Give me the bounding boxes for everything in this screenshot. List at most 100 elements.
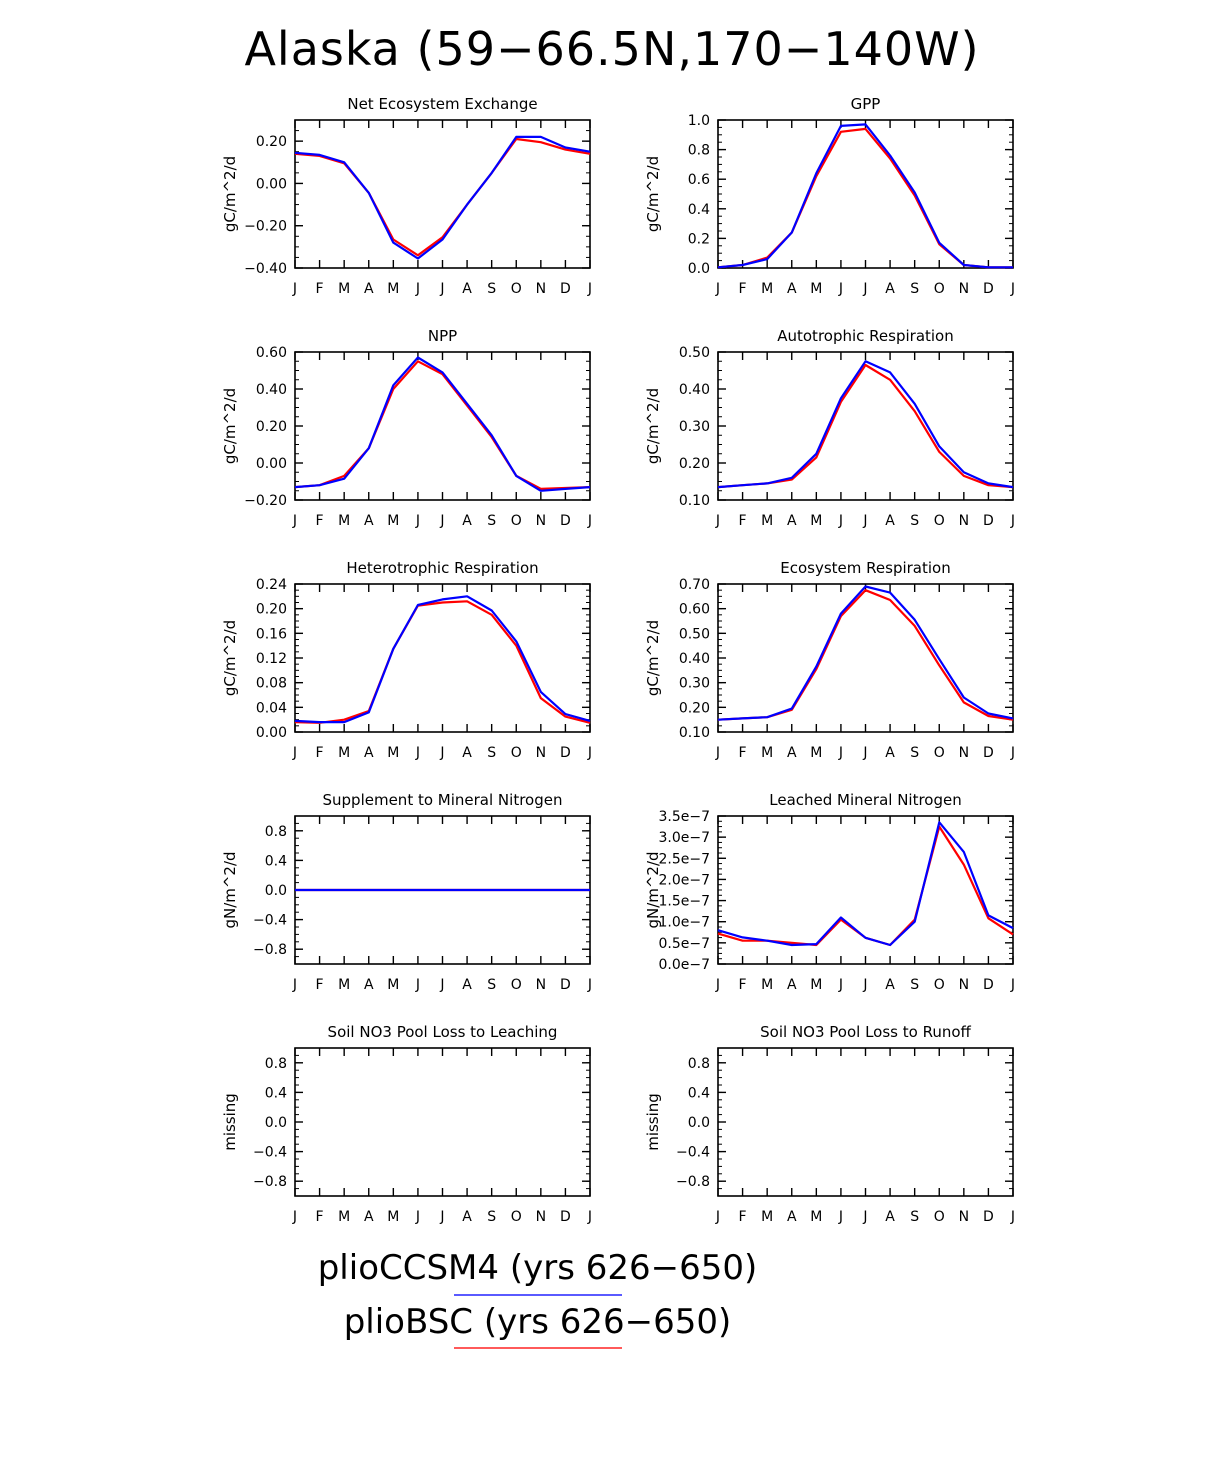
y-tick-label: −0.8	[253, 942, 287, 958]
x-tick-label: N	[536, 745, 546, 761]
x-tick-label: J	[587, 513, 592, 529]
x-tick-label: J	[587, 1209, 592, 1225]
y-tick-label: 0.50	[679, 345, 710, 361]
x-tick-label: A	[885, 281, 895, 297]
x-tick-label: M	[761, 1209, 773, 1225]
y-tick-label: 2.0e−7	[658, 872, 710, 888]
panel-title: Leached Mineral Nitrogen	[769, 791, 961, 809]
y-axis-label: gC/m^2/d	[221, 388, 239, 464]
x-tick-label: O	[934, 977, 945, 993]
y-tick-label: 0.08	[256, 676, 287, 692]
y-tick-label: 0.24	[256, 577, 287, 593]
y-tick-label: 0.12	[256, 651, 287, 667]
x-tick-label: O	[511, 1209, 522, 1225]
x-tick-label: O	[511, 281, 522, 297]
y-tick-label: 0.0	[265, 1115, 287, 1131]
y-axis-label: gN/m^2/d	[221, 851, 239, 928]
x-tick-label: A	[364, 745, 374, 761]
x-tick-label: J	[862, 1209, 867, 1225]
x-tick-label: O	[934, 745, 945, 761]
x-tick-label: J	[439, 1209, 444, 1225]
y-tick-label: 0.16	[256, 626, 287, 642]
y-axis-label: missing	[221, 1093, 239, 1151]
y-tick-label: 0.00	[256, 725, 287, 741]
x-tick-label: M	[761, 513, 773, 529]
x-tick-label: S	[487, 513, 496, 529]
series-line-plioccsm4	[294, 356, 591, 492]
x-tick-label: N	[536, 281, 546, 297]
y-tick-label: −0.8	[253, 1174, 287, 1190]
x-tick-label: J	[715, 1209, 720, 1225]
x-tick-label: N	[959, 1209, 969, 1225]
y-tick-label: 0.4	[265, 853, 287, 869]
series-line-pliobsc	[717, 363, 1014, 489]
panel-title: Soil NO3 Pool Loss to Runoff	[760, 1023, 971, 1041]
x-tick-label: J	[292, 977, 297, 993]
plot-frame	[294, 119, 591, 269]
y-tick-label: 0.5e−7	[658, 936, 710, 952]
x-tick-label: D	[560, 1209, 571, 1225]
x-tick-label: F	[316, 977, 324, 993]
x-tick-label: J	[415, 745, 420, 761]
legend-entry-pliobsc: plioBSC (yrs 626−650)	[0, 1302, 1075, 1342]
x-tick-label: J	[415, 513, 420, 529]
x-tick-label: J	[838, 513, 843, 529]
x-tick-label: M	[387, 513, 399, 529]
legend-entry-pliocccsm4: plioCCSM4 (yrs 626−650)	[0, 1248, 1075, 1288]
x-tick-label: N	[536, 513, 546, 529]
x-tick-label: J	[587, 281, 592, 297]
figure-title: Alaska (59−66.5N,170−140W)	[244, 22, 980, 76]
x-tick-label: D	[560, 513, 571, 529]
x-tick-label: J	[415, 977, 420, 993]
x-tick-label: M	[338, 745, 350, 761]
y-tick-label: 0.8	[265, 824, 287, 840]
y-tick-label: 0.4	[265, 1085, 287, 1101]
x-tick-label: S	[910, 977, 919, 993]
x-tick-label: A	[462, 977, 472, 993]
y-tick-label: 0.40	[679, 382, 710, 398]
panel-title: Soil NO3 Pool Loss to Leaching	[328, 1023, 558, 1041]
x-tick-label: A	[787, 1209, 797, 1225]
plot-frame	[717, 583, 1014, 733]
x-tick-label: J	[1010, 745, 1015, 761]
panel-title: Autotrophic Respiration	[777, 327, 954, 345]
panel-title: NPP	[428, 327, 457, 345]
legend-label-pliocccsm4: plioCCSM4 (yrs 626−650)	[317, 1248, 758, 1288]
series-line-plioccsm4	[294, 135, 591, 260]
x-tick-label: A	[787, 281, 797, 297]
x-tick-label: A	[787, 977, 797, 993]
x-tick-label: O	[511, 977, 522, 993]
y-tick-label: 0.0	[688, 1115, 710, 1131]
x-tick-label: A	[462, 1209, 472, 1225]
y-tick-label: 0.40	[256, 382, 287, 398]
x-tick-label: A	[364, 1209, 374, 1225]
y-tick-label: 0.4	[688, 1085, 710, 1101]
x-tick-label: A	[787, 513, 797, 529]
y-tick-label: 0.0	[688, 261, 710, 277]
x-tick-label: F	[316, 745, 324, 761]
y-tick-label: 0.50	[679, 626, 710, 642]
x-tick-label: J	[715, 977, 720, 993]
x-tick-label: F	[739, 1209, 747, 1225]
plot-frame	[294, 1047, 591, 1197]
y-tick-label: 0.4	[688, 202, 710, 218]
y-tick-label: 0.20	[256, 602, 287, 618]
y-tick-label: 0.6	[688, 172, 710, 188]
x-tick-label: N	[959, 745, 969, 761]
x-tick-label: A	[462, 281, 472, 297]
x-tick-label: J	[292, 1209, 297, 1225]
x-tick-label: J	[415, 1209, 420, 1225]
series-line-pliobsc	[717, 825, 1014, 947]
x-tick-label: M	[387, 977, 399, 993]
y-axis-label: gN/m^2/d	[644, 851, 662, 928]
x-tick-label: F	[316, 281, 324, 297]
x-tick-label: F	[316, 1209, 324, 1225]
y-axis-label: gC/m^2/d	[644, 620, 662, 696]
y-tick-label: 0.60	[256, 345, 287, 361]
x-tick-label: M	[810, 977, 822, 993]
x-tick-label: J	[587, 977, 592, 993]
x-tick-label: J	[415, 281, 420, 297]
